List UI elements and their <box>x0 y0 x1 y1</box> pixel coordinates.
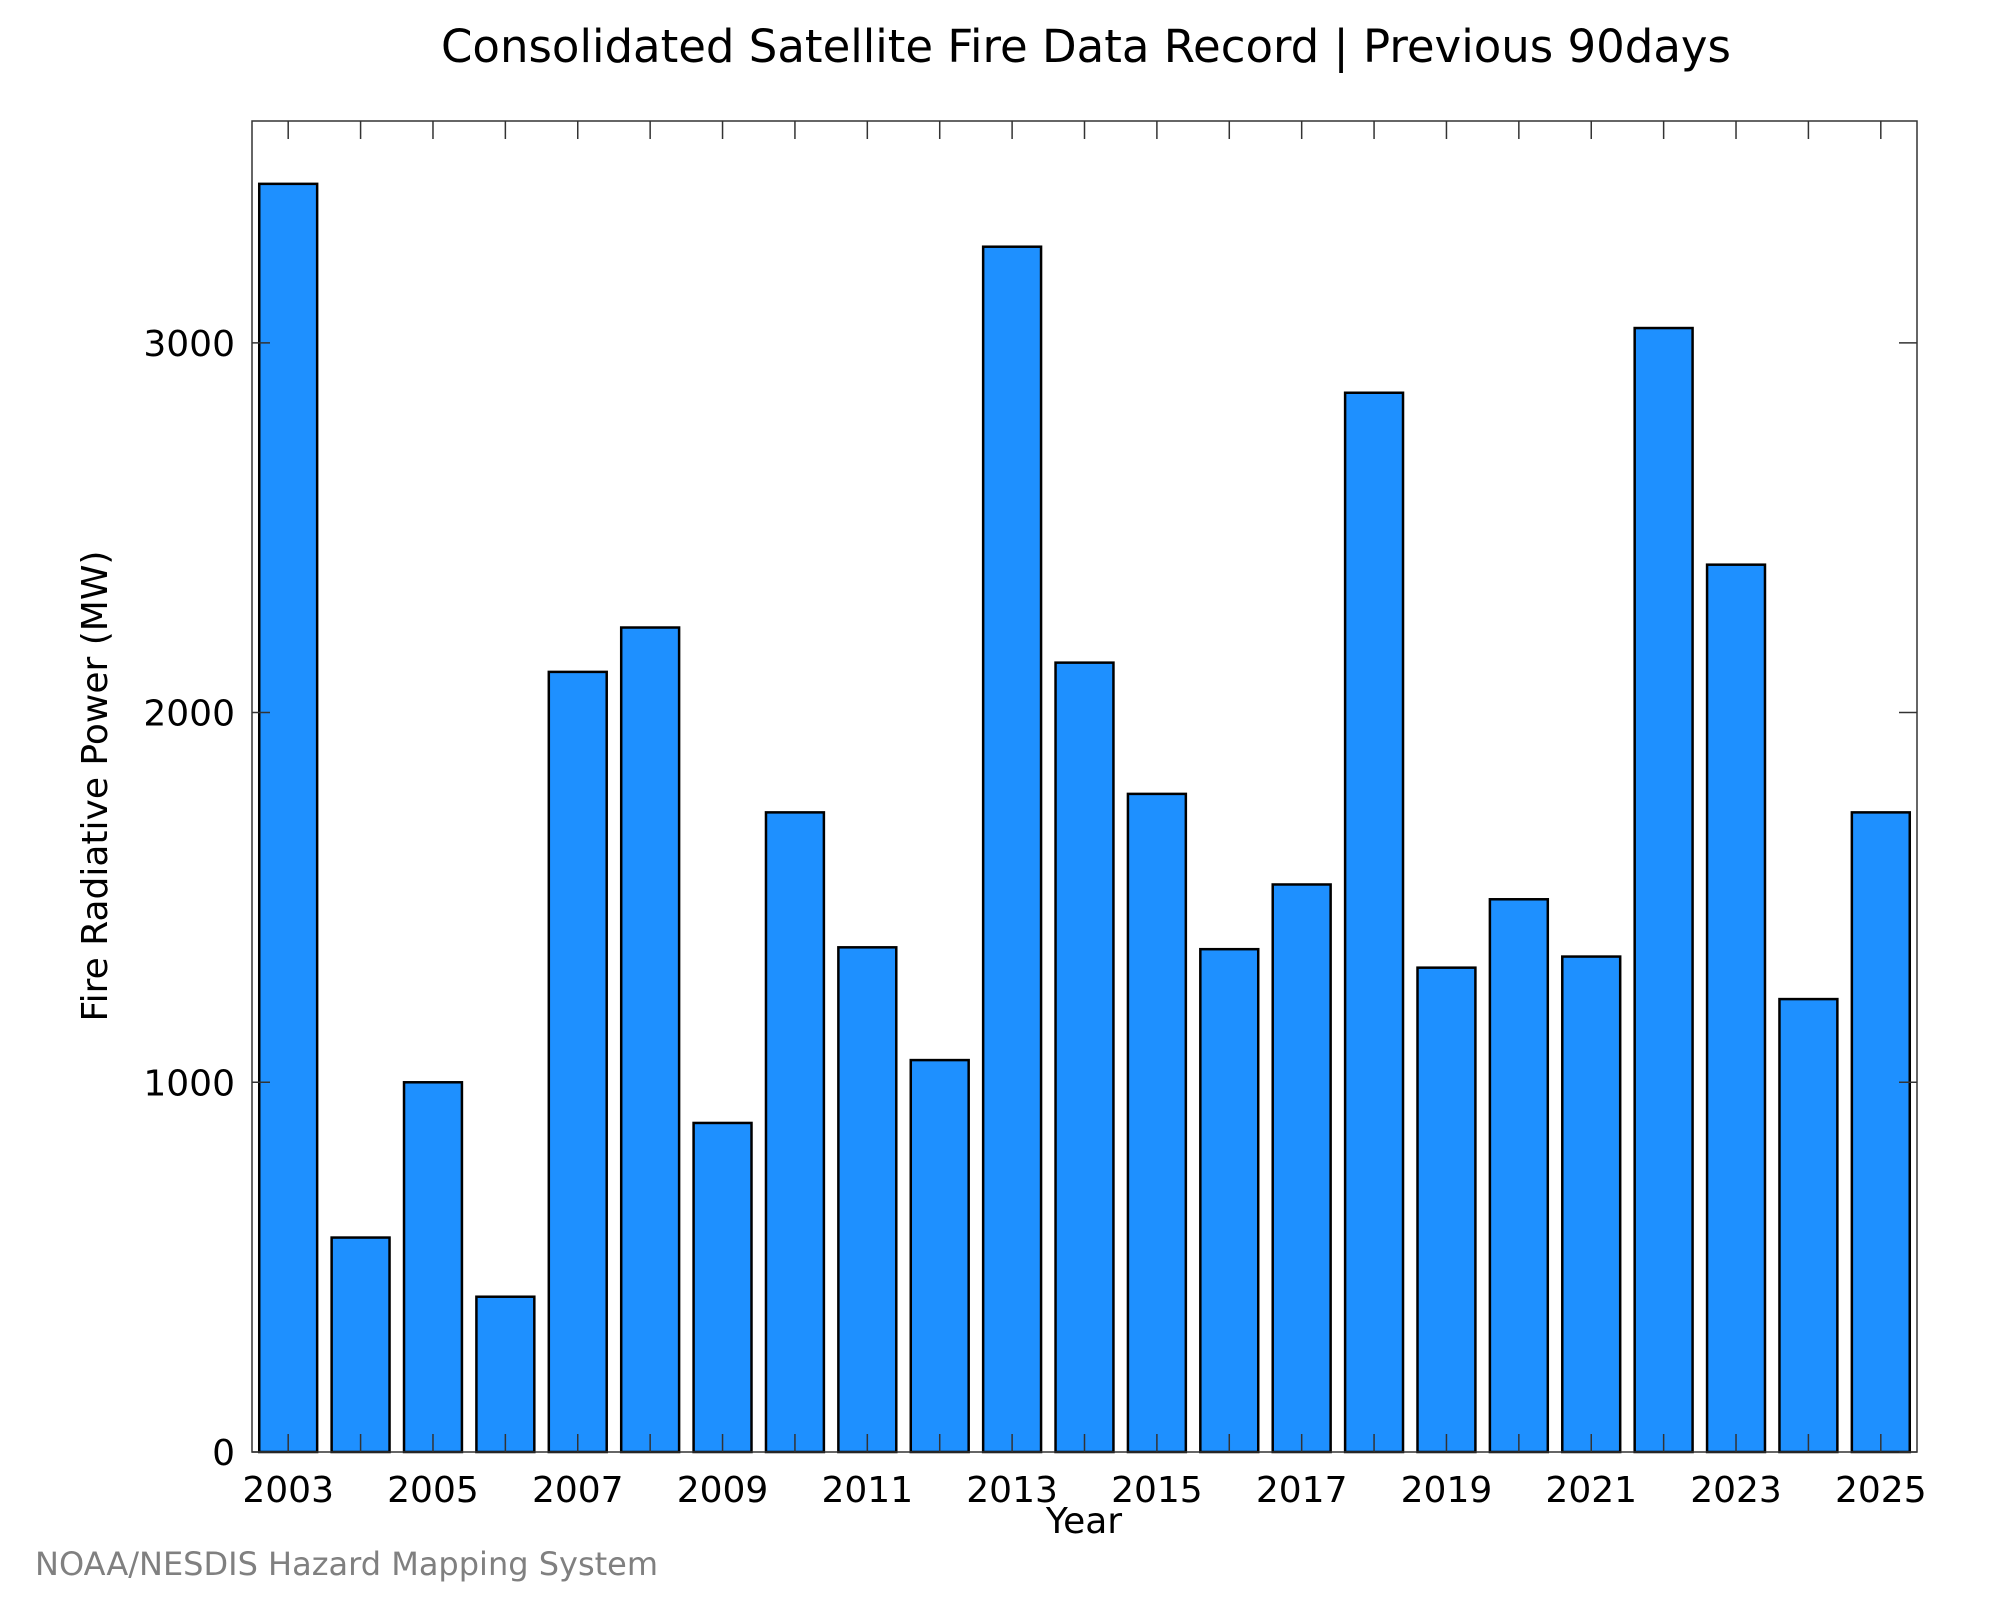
bar-2019 <box>1416 966 1477 1454</box>
bar-2004 <box>330 1236 391 1454</box>
bars-layer <box>257 182 1912 1454</box>
bar-2005 <box>402 1081 464 1454</box>
bar-2010 <box>764 811 826 1454</box>
chart-title: Consolidated Satellite Fire Data Record … <box>441 20 1731 73</box>
bar-2024 <box>1778 997 1839 1454</box>
y-axis-label: Fire Radiative Power (MW) <box>75 551 116 1022</box>
bar-2016 <box>1199 947 1260 1454</box>
bar-2011 <box>837 946 898 1454</box>
x-tick-label-2009: 2009 <box>677 1470 769 1511</box>
x-tick-label-2025: 2025 <box>1835 1470 1927 1511</box>
bar-2007 <box>547 670 608 1454</box>
plot-frame <box>251 120 1918 1453</box>
x-tick-label-2005: 2005 <box>387 1470 479 1511</box>
bar-2018 <box>1343 391 1405 1454</box>
bar-2009 <box>692 1121 753 1454</box>
x-tick-label-2021: 2021 <box>1545 1470 1637 1511</box>
bar-2006 <box>475 1295 536 1454</box>
x-axis-label: Year <box>1045 1501 1122 1542</box>
x-tick-label-2023: 2023 <box>1690 1470 1782 1511</box>
x-tick-label-2013: 2013 <box>966 1470 1058 1511</box>
bar-2015 <box>1126 792 1188 1454</box>
bar-2020 <box>1488 898 1550 1454</box>
x-tick-label-2011: 2011 <box>822 1470 914 1511</box>
tick-labels-layer: 0 1000 2000 3000 2003 2005 2007 2009 2011 2013 201… <box>143 324 1926 1511</box>
x-tick-label-2019: 2019 <box>1401 1470 1493 1511</box>
bar-2021 <box>1561 955 1622 1454</box>
x-tick-label-2007: 2007 <box>532 1470 624 1511</box>
bar-2013 <box>981 245 1043 1454</box>
y-tick-label-3000: 3000 <box>143 324 235 365</box>
bar-2023 <box>1705 563 1767 1454</box>
x-tick-label-2015: 2015 <box>1111 1470 1203 1511</box>
bar-2025 <box>1850 811 1912 1454</box>
bar-2012 <box>909 1058 970 1454</box>
bar-2017 <box>1271 883 1332 1454</box>
bar-2022 <box>1633 326 1694 1454</box>
y-tick-label-0: 0 <box>212 1433 235 1474</box>
y-tick-label-2000: 2000 <box>143 694 235 735</box>
x-tick-label-2017: 2017 <box>1256 1470 1348 1511</box>
credit-text: NOAA/NESDIS Hazard Mapping System <box>35 1545 658 1583</box>
bar-2003 <box>257 182 319 1454</box>
bar-2014 <box>1054 661 1115 1454</box>
bar-2008 <box>619 626 681 1454</box>
x-tick-label-2003: 2003 <box>242 1470 334 1511</box>
y-tick-label-1000: 1000 <box>143 1063 235 1104</box>
